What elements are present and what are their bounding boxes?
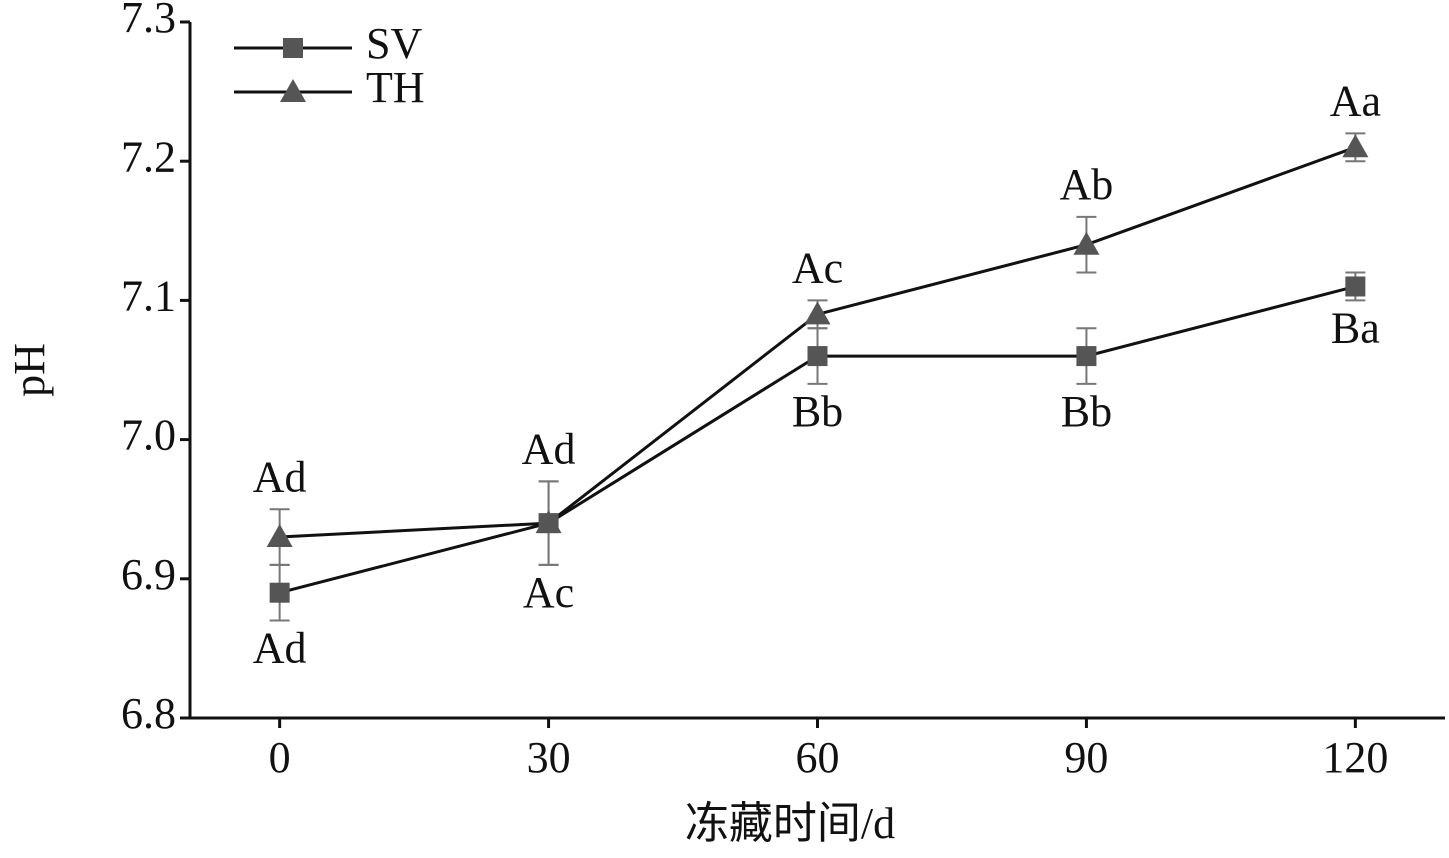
data-label: Ba: [1331, 303, 1380, 352]
data-label: Bb: [792, 387, 843, 436]
y-tick-label: 6.8: [121, 689, 176, 738]
y-tick-label: 7.3: [121, 0, 176, 42]
data-label: Ac: [523, 568, 574, 617]
marker: [1073, 231, 1100, 255]
x-tick-label: 0: [269, 733, 291, 782]
data-label: Ab: [1060, 160, 1114, 209]
x-tick-label: 30: [527, 733, 571, 782]
x-tick-label: 90: [1064, 733, 1108, 782]
marker: [283, 38, 303, 58]
data-label: Ad: [253, 624, 307, 673]
y-tick-label: 6.9: [121, 550, 176, 599]
data-label: Ad: [253, 452, 307, 501]
marker: [807, 346, 828, 367]
y-axis-label: pH: [5, 343, 54, 397]
x-axis-label: 冻藏时间/d: [685, 799, 895, 848]
marker: [804, 301, 831, 325]
data-label: Ac: [792, 243, 843, 292]
marker: [266, 524, 293, 548]
data-label: Ad: [522, 424, 576, 473]
legend-label: SV: [366, 19, 422, 68]
marker: [269, 582, 290, 603]
marker: [535, 510, 562, 534]
legend-label: TH: [366, 63, 425, 112]
data-label: Bb: [1061, 387, 1112, 436]
marker: [1342, 134, 1369, 158]
data-label: Aa: [1330, 76, 1381, 125]
y-tick-label: 7.2: [121, 132, 176, 181]
x-tick-label: 120: [1322, 733, 1388, 782]
marker: [280, 79, 306, 102]
y-tick-label: 7.0: [121, 411, 176, 460]
x-tick-label: 60: [796, 733, 840, 782]
y-tick-label: 7.1: [121, 271, 176, 320]
marker: [1076, 346, 1097, 367]
marker: [1345, 276, 1366, 297]
